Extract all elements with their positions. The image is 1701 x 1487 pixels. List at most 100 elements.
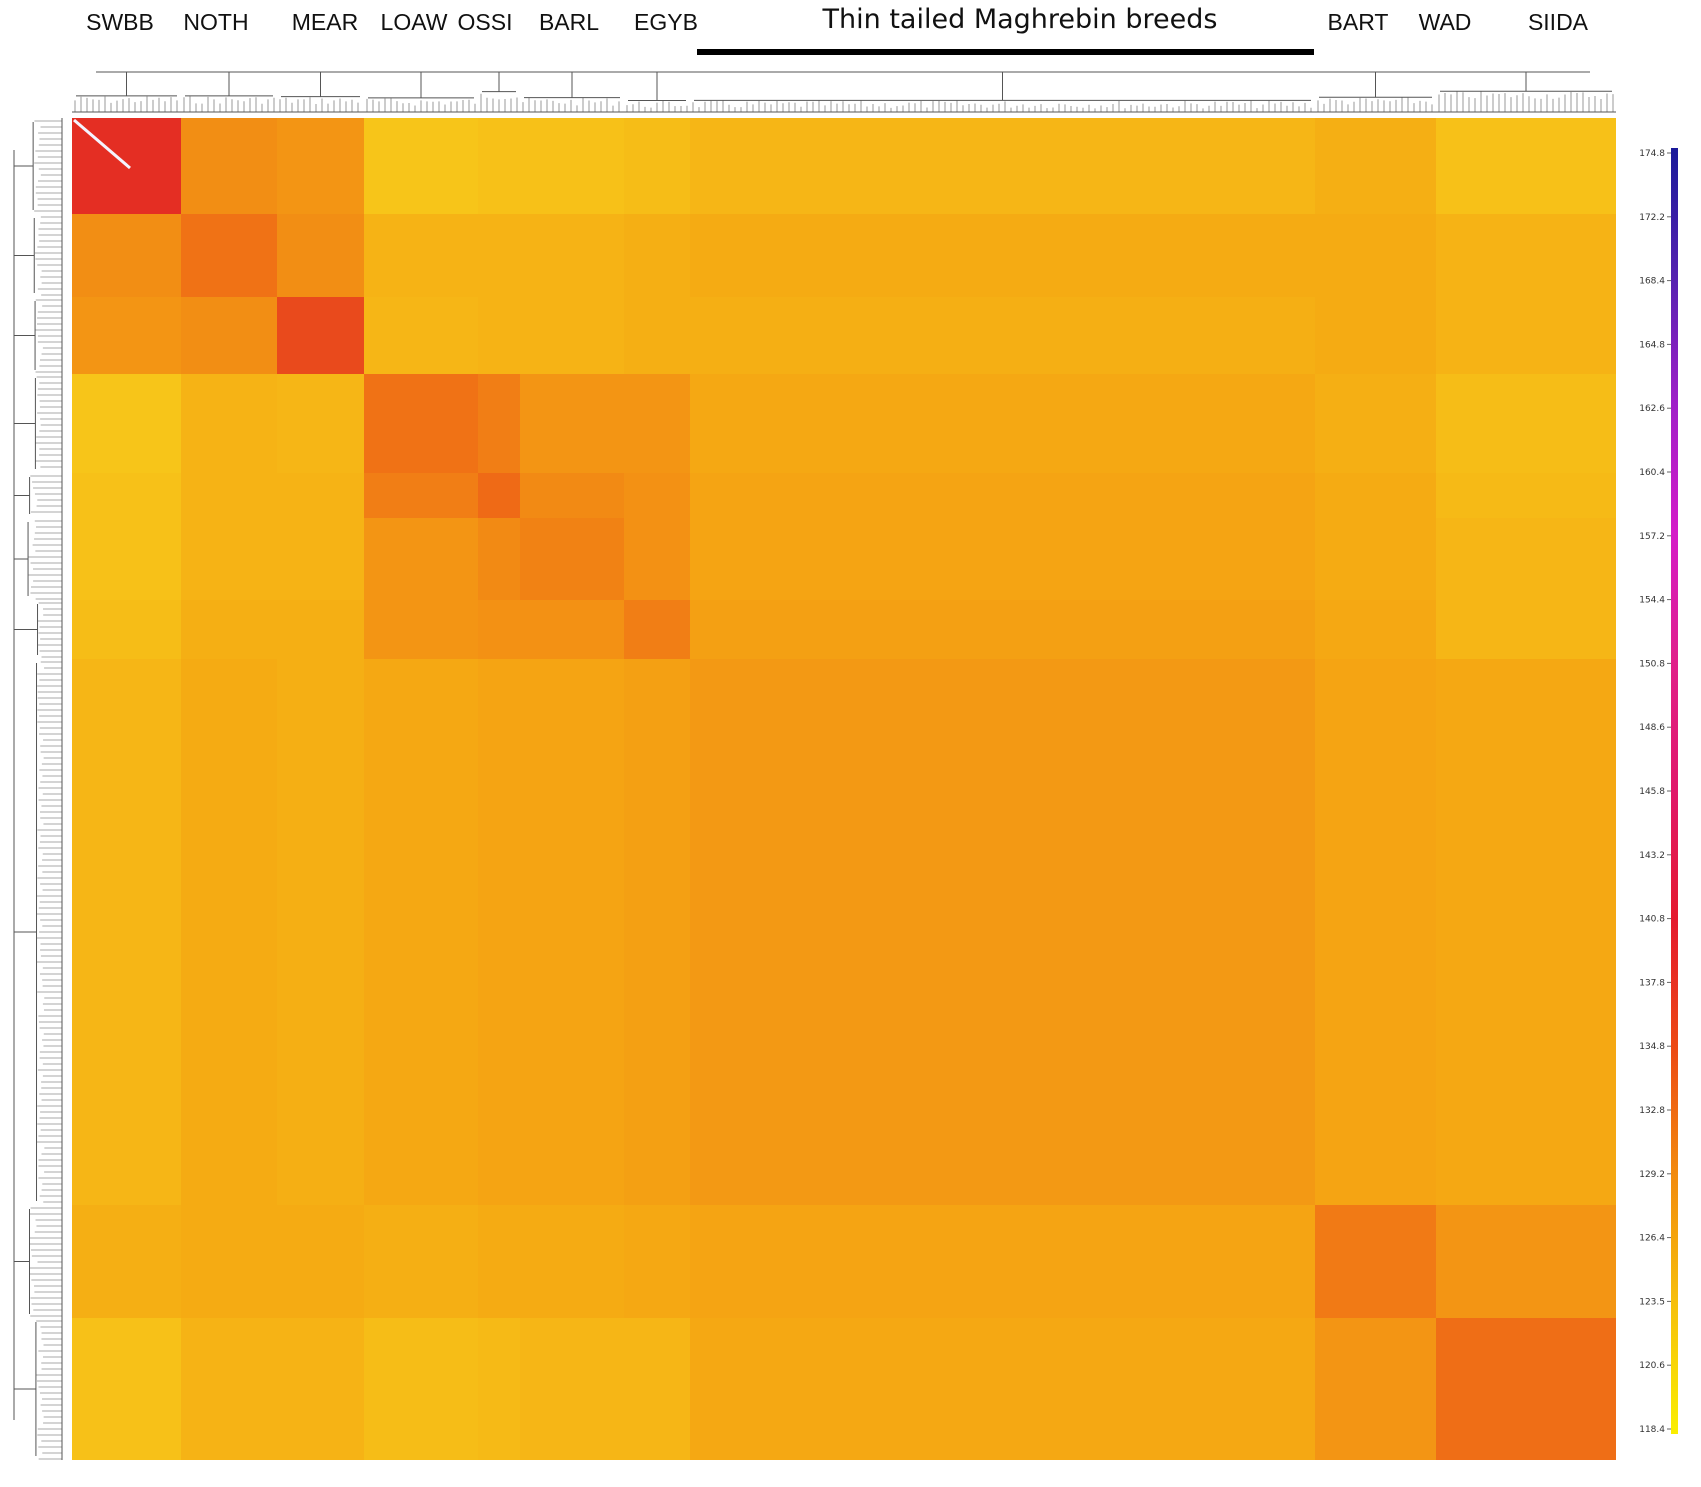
heatmap-cell: [1315, 1318, 1436, 1460]
heatmap-cell: [520, 374, 624, 473]
breed-label-egyb: EGYB: [634, 9, 698, 35]
heatmap-cell: [364, 374, 478, 473]
heatmap-cell: [520, 473, 624, 518]
heatmap-cell: [181, 1318, 277, 1460]
heatmap-cell: [277, 473, 364, 518]
breed-labels: SWBB NOTH MEAR LOAW OSSI BARL EGYB Thin …: [86, 4, 1589, 55]
heatmap-cell: [181, 473, 277, 518]
colorbar-tick-label: 132.8: [1639, 1106, 1665, 1116]
heatmap-cell: [1436, 374, 1616, 473]
heatmap-cell: [690, 1318, 1315, 1460]
breed-label-loaw: LOAW: [381, 9, 448, 35]
colorbar-tick-label: 160.4: [1639, 468, 1665, 478]
heatmap-cell: [364, 1318, 478, 1460]
heatmap-cell: [624, 1205, 690, 1318]
heatmap-cell: [277, 659, 364, 1205]
top-dendrogram: [72, 71, 1616, 113]
breed-label-wad: WAD: [1419, 9, 1472, 35]
colorbar-tick-label: 137.8: [1639, 978, 1665, 988]
heatmap-cell: [1315, 659, 1436, 1205]
breed-label-mear: MEAR: [292, 9, 358, 35]
heatmap-cell: [624, 600, 690, 659]
colorbar-tick-label: 123.5: [1639, 1297, 1665, 1307]
heatmap-cell: [624, 118, 690, 214]
heatmap-cell: [277, 374, 364, 473]
heatmap-cell: [1315, 1205, 1436, 1318]
heatmap-cell: [690, 659, 1315, 1205]
heatmap-cell: [690, 518, 1315, 600]
heatmap-cell: [364, 297, 478, 374]
heatmap-cell: [478, 659, 520, 1205]
colorbar-tick-label: 154.4: [1639, 596, 1665, 606]
heatmap-cell: [1315, 374, 1436, 473]
heatmap-cell: [520, 659, 624, 1205]
heatmap-cell: [364, 659, 478, 1205]
heatmap-cell: [690, 1205, 1315, 1318]
heatmap-cell: [478, 473, 520, 518]
heatmap-cell: [72, 518, 181, 600]
heatmap-cell: [1315, 297, 1436, 374]
heatmap-cell: [1436, 118, 1616, 214]
heatmap-cell: [72, 374, 181, 473]
breed-label-barl: BARL: [539, 9, 599, 35]
diagonal-highlight: [73, 118, 131, 170]
heatmap-cell: [364, 118, 478, 214]
heatmap-cell: [364, 214, 478, 297]
heatmap-cell: [520, 297, 624, 374]
heatmap-cell: [72, 473, 181, 518]
heatmap-cell: [690, 214, 1315, 297]
colorbar-tick-label: 140.8: [1639, 915, 1665, 925]
colorbar-tick-label: 174.8: [1639, 149, 1665, 159]
heatmap-cells: [72, 118, 1616, 1460]
breed-label-swbb: SWBB: [86, 9, 154, 35]
colorbar-tick-label: 118.4: [1639, 1425, 1665, 1435]
colorbar-tick-label: 157.2: [1639, 532, 1665, 542]
heatmap-cell: [181, 214, 277, 297]
heatmap-cell: [478, 600, 520, 659]
heatmap-cell: [1436, 214, 1616, 297]
heatmap-cell: [181, 118, 277, 214]
heatmap-cell: [1436, 297, 1616, 374]
heatmap-cell: [72, 659, 181, 1205]
chart-title: Thin tailed Maghrebin breeds: [822, 4, 1218, 35]
heatmap-cell: [1436, 518, 1616, 600]
heatmap-cell: [478, 118, 520, 214]
heatmap-cell: [364, 473, 478, 518]
colorbar-tick-label: 164.8: [1639, 340, 1665, 350]
heatmap-cell: [624, 518, 690, 600]
breed-label-bart: BART: [1328, 9, 1389, 35]
heatmap-cell: [690, 473, 1315, 518]
heatmap-cell: [181, 600, 277, 659]
heatmap-cell: [1436, 600, 1616, 659]
heatmap-cell: [1436, 1205, 1616, 1318]
colorbar-tick-label: 143.2: [1639, 851, 1665, 861]
heatmap-cell: [181, 659, 277, 1205]
heatmap-cell: [624, 659, 690, 1205]
heatmap-cell: [1315, 214, 1436, 297]
heatmap-cell: [1436, 1318, 1616, 1460]
heatmap-cell: [277, 297, 364, 374]
heatmap-cell: [624, 297, 690, 374]
heatmap-cell: [277, 1205, 364, 1318]
heatmap-cell: [364, 600, 478, 659]
heatmap-cell: [520, 600, 624, 659]
heatmap-cell: [520, 1318, 624, 1460]
heatmap-cell: [181, 518, 277, 600]
heatmap-cell: [277, 1318, 364, 1460]
colorbar: 174.8 172.2 168.4 164.8 162.6 160.4 157.2 154.4…: [1639, 148, 1678, 1435]
heatmap-cell: [72, 214, 181, 297]
heatmap-cell: [277, 214, 364, 297]
heatmap-cell: [690, 118, 1315, 214]
heatmap-cell: [478, 518, 520, 600]
heatmap-cell: [520, 1205, 624, 1318]
colorbar-tick-label: 162.6: [1639, 404, 1665, 414]
heatmap-cell: [72, 1205, 181, 1318]
heatmap-cell: [624, 214, 690, 297]
heatmap-cell: [520, 518, 624, 600]
heatmap-cell: [1436, 473, 1616, 518]
heatmap-cell: [624, 374, 690, 473]
breed-label-siida: SIIDA: [1528, 9, 1589, 35]
heatmap-cell: [520, 214, 624, 297]
colorbar-tick-label: 134.8: [1639, 1042, 1665, 1052]
